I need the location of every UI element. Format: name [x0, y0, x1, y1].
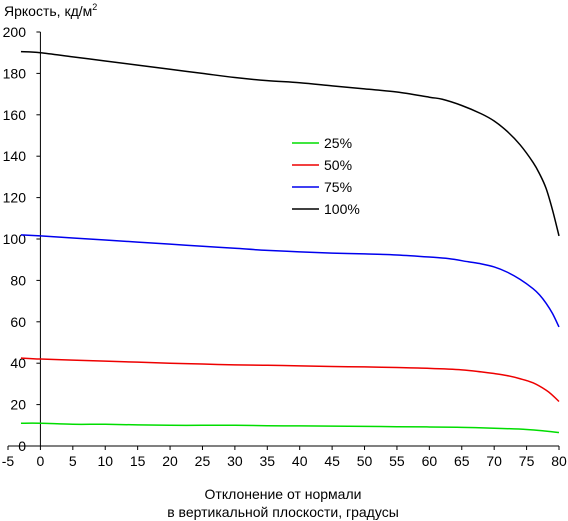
- y-tick-label: 180: [3, 65, 27, 81]
- y-tick-label: 120: [3, 190, 27, 206]
- legend-label: 50%: [324, 157, 352, 173]
- x-tick-label: 70: [486, 453, 502, 469]
- x-tick-label: 0: [37, 453, 45, 469]
- series-lines: [20, 50, 560, 434]
- x-tick-label: 5: [69, 453, 77, 469]
- x-tick-label: 45: [324, 453, 340, 469]
- series-line-25pct: [20, 422, 560, 434]
- x-tick-label: 35: [260, 453, 276, 469]
- legend-label: 75%: [324, 179, 352, 195]
- x-tick-label: 40: [292, 453, 308, 469]
- y-tick-label: 200: [3, 24, 27, 40]
- y-tick-label: 20: [10, 397, 26, 413]
- x-tick-label: 75: [519, 453, 535, 469]
- x-tick-label: 80: [551, 453, 567, 469]
- legend-label: 25%: [324, 135, 352, 151]
- y-tick-label: 80: [10, 272, 26, 288]
- y-tick-label: 160: [3, 107, 27, 123]
- x-axis-title-line1: Отклонение от нормали: [205, 486, 362, 502]
- x-tick-label: -5: [2, 453, 15, 469]
- legend-label: 100%: [324, 201, 360, 217]
- y-axis-title: Яркость, кд/м2: [4, 2, 97, 19]
- x-tick-label: 50: [357, 453, 373, 469]
- x-tick-label: 65: [454, 453, 470, 469]
- x-tick-label: 20: [162, 453, 178, 469]
- legend: 25% 50% 75% 100%: [292, 135, 360, 217]
- x-axis-title-line2: в вертикальной плоскости, градусы: [167, 504, 399, 520]
- series-line-75pct: [20, 234, 560, 328]
- y-tick-label: 60: [10, 314, 26, 330]
- x-tick-label: 55: [389, 453, 405, 469]
- x-tick-label: 25: [195, 453, 211, 469]
- y-tick-label: 100: [3, 231, 27, 247]
- y-tick-label: 40: [10, 355, 26, 371]
- x-tick-label: 15: [130, 453, 146, 469]
- x-tick-label: 30: [227, 453, 243, 469]
- x-axis: -5 0 5 10 15 20 25 30 35 40 45 50 55 60 65 70 75 80: [2, 445, 567, 469]
- y-tick-label: 140: [3, 148, 27, 164]
- series-line-100pct: [20, 50, 560, 237]
- series-line-50pct: [20, 357, 560, 403]
- x-tick-label: 60: [422, 453, 438, 469]
- x-tick-label: 10: [97, 453, 113, 469]
